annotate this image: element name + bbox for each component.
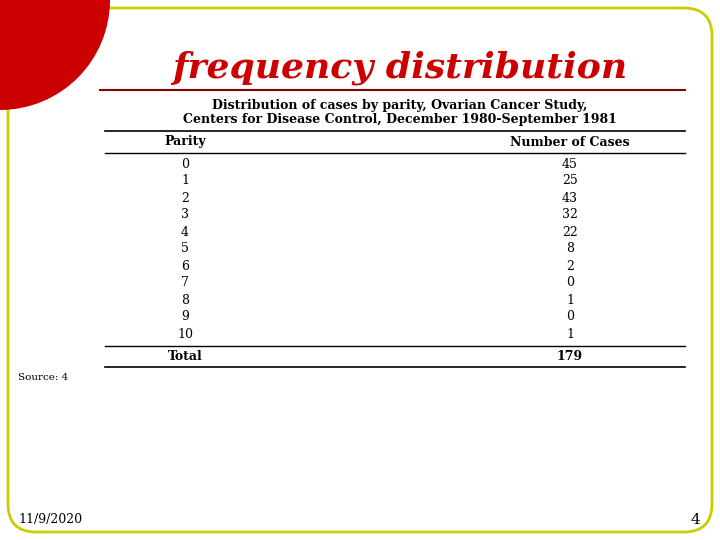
Text: 5: 5 — [181, 242, 189, 255]
Text: 32: 32 — [562, 208, 578, 221]
Text: 9: 9 — [181, 310, 189, 323]
Text: 43: 43 — [562, 192, 578, 205]
Text: 8: 8 — [181, 294, 189, 307]
Text: Source: 4: Source: 4 — [18, 373, 68, 381]
Text: 2: 2 — [566, 260, 574, 273]
Text: 45: 45 — [562, 158, 578, 171]
Text: Distribution of cases by parity, Ovarian Cancer Study,: Distribution of cases by parity, Ovarian… — [212, 99, 588, 112]
Text: 25: 25 — [562, 174, 578, 187]
Text: 1: 1 — [566, 294, 574, 307]
Text: 10: 10 — [177, 327, 193, 341]
Text: Total: Total — [168, 350, 202, 363]
Text: 8: 8 — [566, 242, 574, 255]
Text: 0: 0 — [566, 276, 574, 289]
Text: 6: 6 — [181, 260, 189, 273]
Text: frequency distribution: frequency distribution — [172, 51, 628, 85]
Text: 179: 179 — [557, 350, 583, 363]
Text: 0: 0 — [566, 310, 574, 323]
Text: 2: 2 — [181, 192, 189, 205]
Text: 3: 3 — [181, 208, 189, 221]
Text: Parity: Parity — [164, 136, 206, 148]
Wedge shape — [0, 0, 110, 110]
Text: 0: 0 — [181, 158, 189, 171]
FancyBboxPatch shape — [8, 8, 712, 532]
Text: Number of Cases: Number of Cases — [510, 136, 630, 148]
Text: 1: 1 — [181, 174, 189, 187]
Text: 7: 7 — [181, 276, 189, 289]
Text: 1: 1 — [566, 327, 574, 341]
Text: 11/9/2020: 11/9/2020 — [18, 514, 82, 526]
Text: 22: 22 — [562, 226, 578, 239]
Text: 4: 4 — [181, 226, 189, 239]
Text: Centers for Disease Control, December 1980-September 1981: Centers for Disease Control, December 19… — [183, 112, 617, 125]
Text: 4: 4 — [690, 513, 700, 527]
